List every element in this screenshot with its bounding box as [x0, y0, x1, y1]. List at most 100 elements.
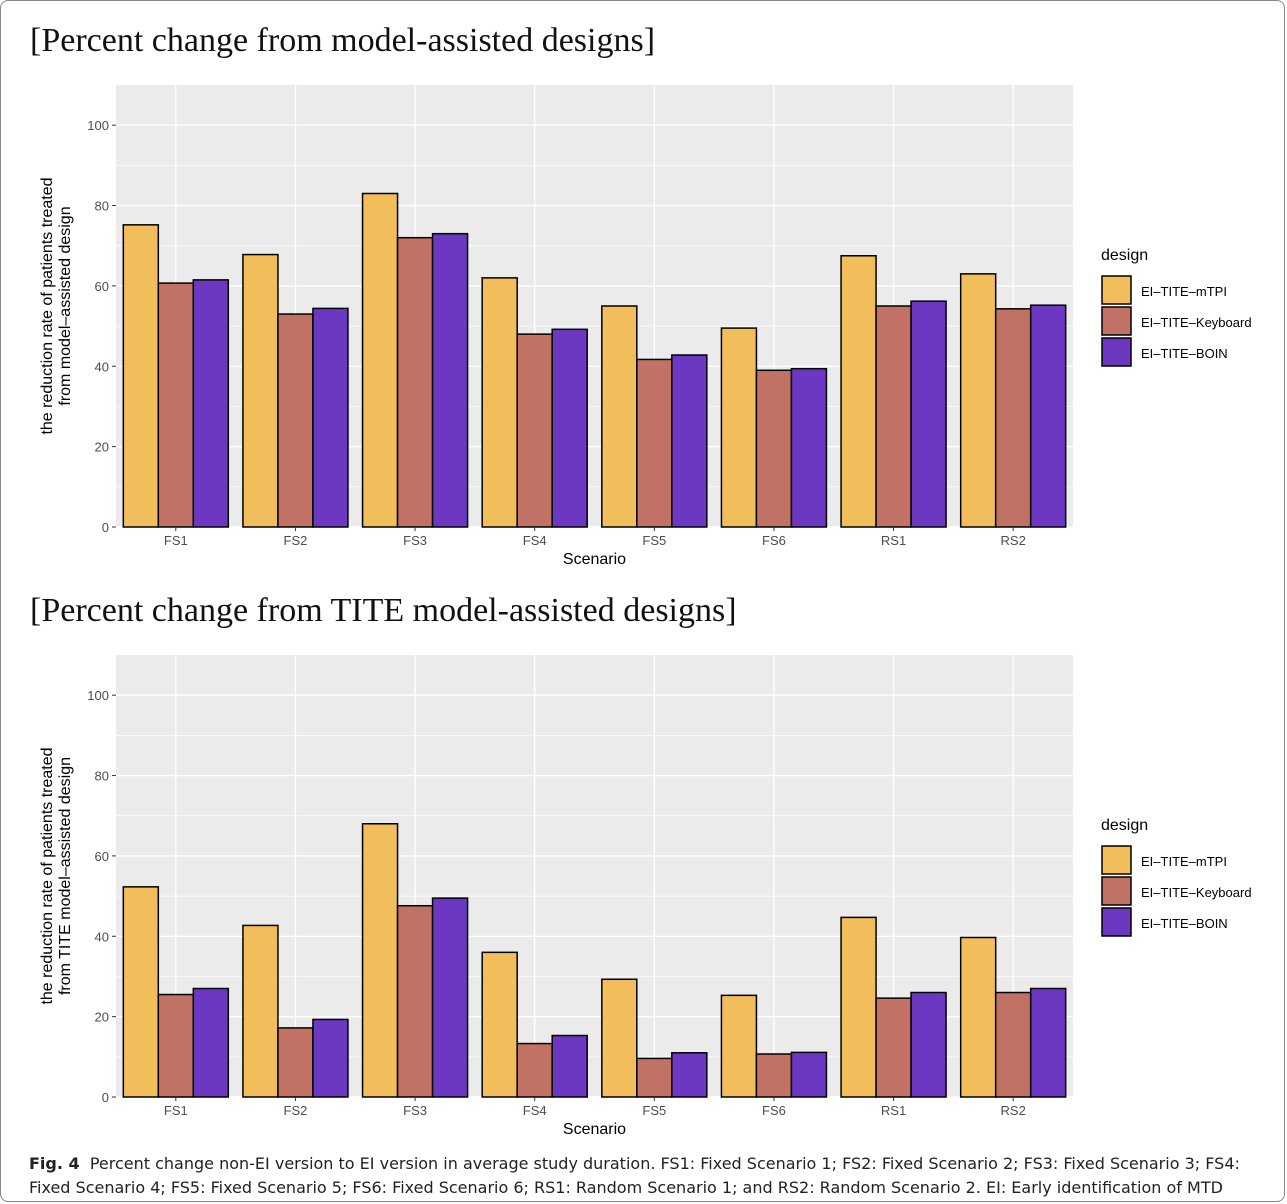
bar-keyboard-fs6 [755, 369, 793, 528]
bar-mtpi-fs3 [361, 823, 399, 1098]
bar-keyboard-rs1 [875, 997, 912, 1098]
x-tick-label: FS1 [164, 533, 188, 548]
legend-label-boin: EI–TITE–BOIN [1141, 916, 1228, 931]
x-tick-label: RS2 [1001, 533, 1026, 548]
bar-boin-fs1 [192, 987, 230, 1098]
bar-keyboard-fs2 [277, 313, 314, 528]
bar-boin-fs1 [192, 279, 230, 528]
y-axis-title: from TITE model–assisted design [57, 757, 74, 995]
x-tick-label: FS6 [762, 533, 786, 548]
caption-text: Percent change non-EI version to EI vers… [29, 1154, 1240, 1197]
y-tick-label: 0 [102, 1090, 109, 1105]
legend-title: design [1101, 247, 1148, 264]
bar-mtpi-fs2 [242, 924, 279, 1098]
y-tick-label: 60 [95, 279, 109, 294]
x-axis-title: Scenario [563, 551, 626, 568]
x-tick-label: RS2 [1001, 1103, 1026, 1118]
chart-title: [Percent change from model-assisted desi… [30, 22, 656, 59]
bar-boin-fs2 [312, 307, 349, 528]
legend-label-keyboard: EI–TITE–Keyboard [1141, 885, 1252, 900]
y-tick-label: 80 [95, 199, 109, 214]
legend-swatch-mtpi [1101, 845, 1132, 875]
bar-mtpi-fs5 [601, 305, 638, 528]
bar-boin-fs4 [551, 1034, 588, 1098]
bar-boin-fs5 [671, 1052, 708, 1098]
x-tick-label: FS4 [523, 1103, 547, 1118]
legend-swatch-boin [1101, 907, 1132, 937]
bar-boin-rs1 [910, 300, 947, 528]
legend-swatch-mtpi [1101, 275, 1132, 305]
bar-mtpi-fs4 [481, 277, 518, 528]
bar-boin-fs2 [312, 1018, 349, 1098]
y-tick-label: 60 [95, 849, 109, 864]
bar-boin-fs3 [431, 897, 469, 1098]
y-tick-label: 0 [102, 520, 109, 535]
y-tick-label: 20 [95, 440, 109, 455]
bar-keyboard-rs1 [875, 305, 912, 528]
bar-mtpi-fs6 [720, 327, 758, 528]
x-tick-label: FS3 [403, 533, 427, 548]
bar-mtpi-rs2 [959, 936, 997, 1098]
figure-label: Fig. 4 [29, 1154, 80, 1173]
bar-mtpi-rs1 [840, 916, 877, 1098]
x-tick-label: FS1 [164, 1103, 188, 1118]
bar-keyboard-fs3 [396, 904, 434, 1098]
bar-boin-fs4 [551, 328, 588, 528]
legend-swatch-keyboard [1101, 876, 1132, 906]
y-tick-label: 40 [95, 929, 109, 944]
y-tick-label: 20 [95, 1010, 109, 1025]
bar-mtpi-rs2 [959, 273, 997, 528]
x-tick-label: FS2 [284, 533, 308, 548]
legend-label-keyboard: EI–TITE–Keyboard [1141, 315, 1252, 330]
y-tick-label: 100 [87, 118, 109, 133]
bar-keyboard-fs3 [396, 236, 434, 528]
x-tick-label: FS5 [642, 1103, 666, 1118]
bar-boin-rs2 [1029, 987, 1067, 1098]
bar-keyboard-fs5 [636, 358, 673, 528]
bar-keyboard-fs5 [636, 1057, 673, 1098]
bar-keyboard-fs4 [516, 1042, 553, 1098]
y-axis-title: the reduction rate of patients treated [39, 177, 56, 434]
x-tick-label: FS6 [762, 1103, 786, 1118]
y-tick-label: 80 [95, 769, 109, 784]
legend-label-mtpi: EI–TITE–mTPI [1141, 284, 1227, 299]
y-axis-title: the reduction rate of patients treated [39, 747, 56, 1004]
legend-title: design [1101, 817, 1148, 834]
bar-keyboard-fs1 [157, 282, 195, 528]
y-tick-label: 40 [95, 359, 109, 374]
bar-boin-fs3 [431, 232, 469, 528]
bar-boin-rs1 [910, 991, 947, 1098]
y-axis-title: from model–assisted design [57, 206, 74, 405]
bar-boin-fs6 [790, 367, 828, 528]
bar-keyboard-fs1 [157, 993, 195, 1098]
figure-caption: Fig. 4 Percent change non-EI version to … [29, 1152, 1274, 1200]
legend-label-mtpi: EI–TITE–mTPI [1141, 854, 1227, 869]
x-tick-label: FS2 [284, 1103, 308, 1118]
bar-mtpi-fs1 [122, 886, 160, 1098]
bar-boin-fs6 [790, 1051, 828, 1098]
bar-mtpi-fs4 [481, 951, 518, 1098]
bar-keyboard-fs4 [516, 333, 553, 528]
chart-title: [Percent change from TITE model-assisted… [30, 592, 737, 629]
bar-keyboard-fs6 [755, 1053, 793, 1098]
x-tick-label: FS5 [642, 533, 666, 548]
bar-mtpi-fs3 [361, 192, 399, 528]
bar-keyboard-rs2 [994, 991, 1032, 1098]
legend-swatch-boin [1101, 337, 1132, 367]
bar-chart-tite-model-assisted: 0 20 40 60 80 100 FS1 FS2 FS3 FS4 FS5 FS6 RS1 RS2 Scen… [39, 655, 1252, 1138]
bar-chart-model-assisted: 0 20 40 60 80 100 FS1 FS2 FS3 FS4 FS5 FS6 RS1 RS2 Scen… [39, 85, 1252, 568]
y-tick-label: 100 [87, 688, 109, 703]
x-tick-label: RS1 [881, 533, 906, 548]
legend-swatch-keyboard [1101, 306, 1132, 336]
bar-mtpi-fs5 [601, 978, 638, 1098]
bar-mtpi-rs1 [840, 255, 877, 528]
bar-keyboard-fs2 [277, 1027, 314, 1098]
bar-mtpi-fs1 [122, 224, 160, 528]
x-tick-label: FS4 [523, 533, 547, 548]
bar-boin-fs5 [671, 354, 708, 528]
bar-mtpi-fs6 [720, 994, 758, 1098]
x-tick-label: RS1 [881, 1103, 906, 1118]
x-tick-label: FS3 [403, 1103, 427, 1118]
bar-boin-rs2 [1029, 304, 1067, 528]
